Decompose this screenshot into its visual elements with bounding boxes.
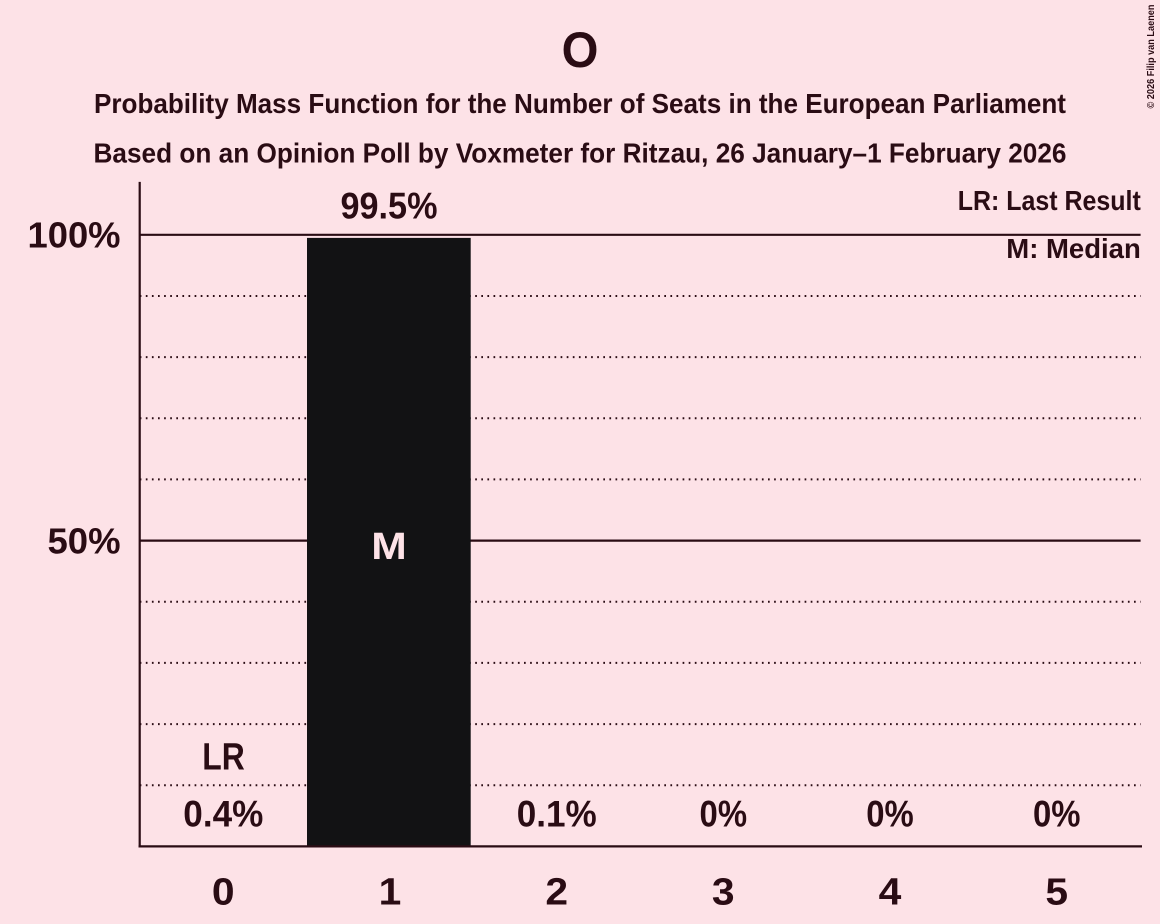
svg-text:99.5%: 99.5% — [341, 185, 438, 226]
svg-text:4: 4 — [879, 872, 902, 914]
svg-text:0%: 0% — [1033, 794, 1081, 835]
svg-text:3: 3 — [712, 872, 735, 914]
svg-text:100%: 100% — [28, 215, 121, 256]
svg-text:0.1%: 0.1% — [517, 794, 597, 835]
svg-text:0%: 0% — [866, 794, 914, 835]
svg-text:Based on an Opinion Poll by Vo: Based on an Opinion Poll by Voxmeter for… — [94, 138, 1067, 169]
svg-text:50%: 50% — [48, 521, 121, 562]
svg-text:LR: LR — [202, 737, 245, 779]
svg-text:0.4%: 0.4% — [183, 794, 263, 835]
svg-text:M: M — [371, 526, 407, 568]
svg-text:LR: Last Result: LR: Last Result — [958, 185, 1141, 216]
svg-text:Probability Mass Function for: Probability Mass Function for the Number… — [94, 88, 1066, 119]
svg-text:2: 2 — [545, 872, 568, 914]
svg-text:5: 5 — [1045, 872, 1068, 914]
svg-text:O: O — [562, 22, 599, 78]
svg-text:© 2026 Filip van Laenen: © 2026 Filip van Laenen — [1146, 5, 1157, 109]
svg-text:0: 0 — [212, 872, 235, 914]
svg-text:M: Median: M: Median — [1006, 233, 1141, 264]
svg-text:0%: 0% — [700, 794, 748, 835]
svg-text:1: 1 — [379, 872, 402, 914]
